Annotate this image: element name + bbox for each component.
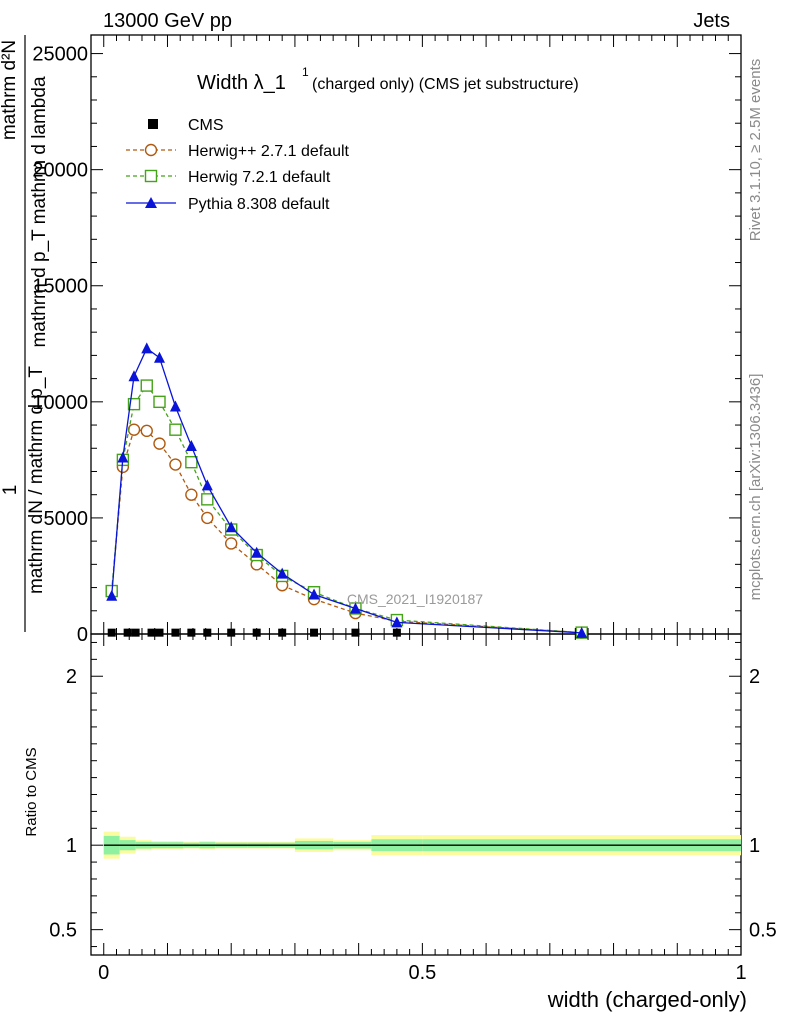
ratio-plot-frame bbox=[90, 633, 742, 956]
data-point-pythia bbox=[349, 602, 361, 614]
data-point-pythia bbox=[106, 589, 118, 601]
data-point-pythia bbox=[141, 342, 153, 354]
legend-marker-herwig7 bbox=[144, 169, 158, 183]
rivet-label: Rivet 3.1.10, ≥ 2.5M events bbox=[747, 59, 764, 242]
data-point-cms bbox=[147, 628, 156, 637]
ylabel-num: 1 bbox=[0, 485, 21, 496]
main-ytick-label: 25000 bbox=[32, 44, 88, 66]
data-point-herwigpp bbox=[185, 488, 198, 501]
legend-entry-herwigpp: Herwig++ 2.7.1 default bbox=[126, 143, 350, 160]
data-point-herwigpp bbox=[201, 511, 214, 525]
ratio-ytick-label-right: 0.5 bbox=[749, 920, 777, 942]
ratio-xtick-label: 0.5 bbox=[408, 962, 436, 984]
watermark: CMS_2021_I1920187 bbox=[347, 591, 483, 607]
main-ytick-label: 10000 bbox=[32, 392, 88, 414]
mcplots-label: mcplots.cern.ch [arXiv:1306.3436] bbox=[747, 374, 764, 601]
data-point-pythia bbox=[128, 370, 140, 382]
data-point-cms bbox=[351, 628, 360, 637]
data-point-herwig7 bbox=[185, 455, 198, 469]
data-point-cms bbox=[171, 628, 180, 637]
data-point-pythia bbox=[576, 626, 588, 638]
legend-label-herwig7: Herwig 7.2.1 default bbox=[188, 169, 331, 186]
data-point-herwigpp bbox=[140, 424, 153, 438]
main-ytick-label: 0 bbox=[77, 624, 88, 646]
data-point-cms bbox=[131, 628, 140, 637]
main-ytick-label: 15000 bbox=[32, 276, 88, 298]
ratio-ylabel: Ratio to CMS bbox=[23, 747, 40, 836]
data-point-pythia bbox=[154, 351, 166, 363]
legend-entry-cms: CMS bbox=[148, 117, 224, 134]
data-point-herwigpp bbox=[153, 437, 166, 450]
data-point-cms bbox=[203, 628, 212, 637]
data-point-herwig7 bbox=[201, 493, 214, 506]
data-point-pythia bbox=[225, 521, 237, 533]
ylabel-mid: mathrm d p_T mathrm d lambda bbox=[29, 76, 50, 347]
header-left: 13000 GeV pp bbox=[103, 10, 232, 32]
data-point-herwig7 bbox=[127, 397, 141, 411]
data-point-cms bbox=[155, 628, 164, 637]
data-point-herwig7 bbox=[140, 379, 153, 392]
legend-marker-herwigpp bbox=[144, 143, 158, 157]
legend-marker-pythia bbox=[145, 197, 157, 208]
data-point-pythia bbox=[308, 588, 320, 600]
data-point-cms bbox=[310, 628, 319, 637]
legend-entry-pythia: Pythia 8.308 default bbox=[126, 196, 330, 213]
legend-entry-herwig7: Herwig 7.2.1 default bbox=[126, 169, 331, 186]
data-point-herwigpp bbox=[127, 423, 141, 436]
title-sup: 1 bbox=[302, 65, 309, 79]
xlabel: width (charged-only) bbox=[547, 987, 747, 1012]
ratio-xtick-label: 0 bbox=[98, 962, 109, 984]
data-point-pythia bbox=[251, 546, 263, 558]
ratio-uncertainty-bands bbox=[103, 831, 741, 859]
data-point-pythia bbox=[276, 567, 288, 579]
legend-label-herwigpp: Herwig++ 2.7.1 default bbox=[188, 143, 350, 160]
data-point-pythia bbox=[201, 479, 213, 491]
data-point-pythia bbox=[391, 616, 403, 628]
title-text: Width λ_1 bbox=[197, 72, 286, 94]
legend-label-pythia: Pythia 8.308 default bbox=[188, 196, 330, 213]
legend: CMS Herwig++ 2.7.1 default Herwig 7.2.1 … bbox=[126, 117, 350, 213]
data-point-herwigpp bbox=[169, 458, 182, 471]
series-3 bbox=[106, 342, 588, 638]
header-right: Jets bbox=[693, 10, 730, 32]
main-ytick-label: 20000 bbox=[32, 160, 88, 182]
data-point-cms bbox=[123, 628, 132, 637]
data-point-pythia bbox=[117, 451, 129, 463]
data-point-herwigpp bbox=[224, 537, 238, 550]
legend-label-cms: CMS bbox=[188, 117, 224, 134]
ratio-xtick-label: 1 bbox=[735, 962, 746, 984]
main-ylabel: mathrm d²N mathrm d p_T mathrm d lambda … bbox=[0, 35, 50, 632]
ratio-ytick-label-right: 1 bbox=[749, 835, 760, 857]
series-0 bbox=[107, 628, 586, 637]
data-point-herwig7 bbox=[169, 423, 182, 436]
data-point-herwig7 bbox=[153, 395, 166, 409]
title-subtitle: (charged only) (CMS jet substructure) bbox=[312, 76, 579, 93]
legend-marker-cms bbox=[148, 119, 158, 129]
ratio-ytick-label-right: 2 bbox=[749, 666, 760, 688]
ylabel-den: mathrm dN / mathrm d p_T bbox=[26, 366, 47, 594]
data-point-pythia bbox=[169, 400, 181, 412]
main-ytick-label: 5000 bbox=[44, 508, 89, 530]
ylabel-top: mathrm d²N bbox=[0, 40, 20, 140]
data-point-cms bbox=[187, 628, 196, 637]
ratio-ytick-label: 0.5 bbox=[49, 920, 77, 942]
ratio-ytick-label: 1 bbox=[66, 835, 77, 857]
data-point-pythia bbox=[185, 439, 197, 451]
series-line-2 bbox=[111, 384, 582, 634]
data-point-cms bbox=[107, 628, 116, 637]
main-title: Width λ_1 1 (charged only) (CMS jet subs… bbox=[197, 65, 579, 94]
ratio-ytick-label: 2 bbox=[66, 666, 77, 688]
